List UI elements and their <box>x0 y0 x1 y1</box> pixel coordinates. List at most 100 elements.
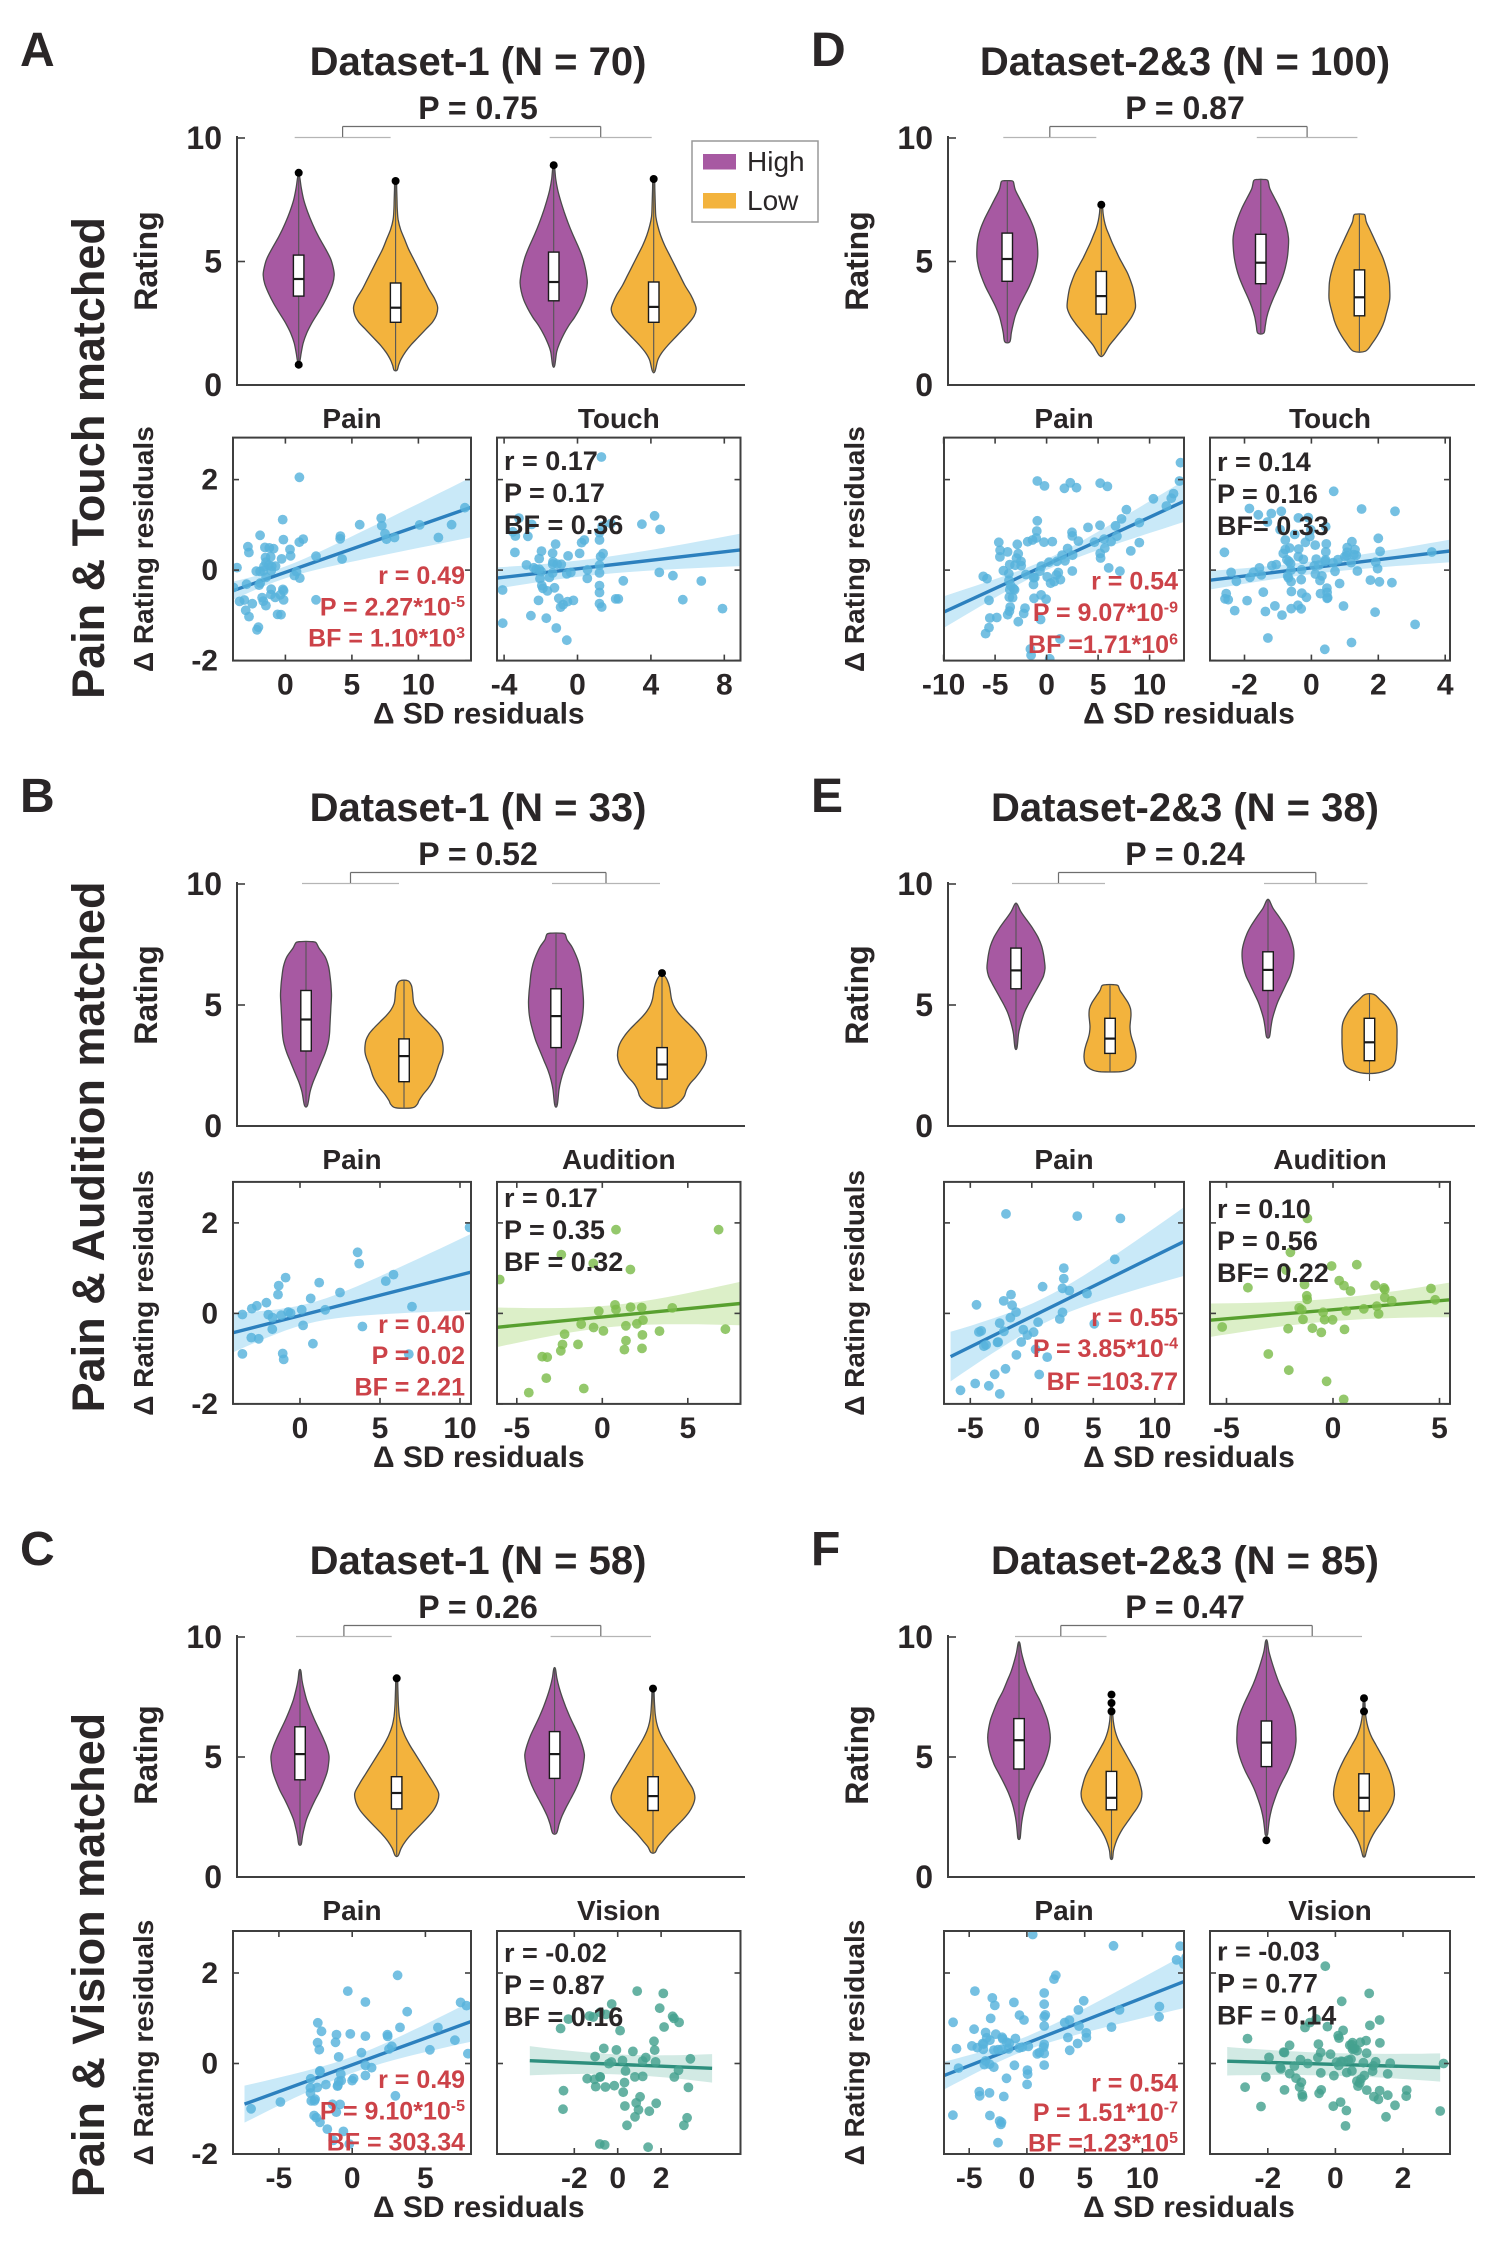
svg-text:BF = 0.14: BF = 0.14 <box>1217 2001 1336 2031</box>
svg-text:0: 0 <box>204 1108 222 1144</box>
svg-text:10: 10 <box>186 1619 222 1655</box>
svg-text:Pain: Pain <box>322 403 381 434</box>
svg-text:0: 0 <box>1019 2162 1036 2195</box>
svg-text:-2: -2 <box>1231 669 1258 702</box>
svg-text:5: 5 <box>915 1739 933 1775</box>
svg-text:2: 2 <box>201 1957 218 1990</box>
svg-text:Audition: Audition <box>562 1144 676 1175</box>
svg-text:Δ Rating residuals: Δ Rating residuals <box>839 426 870 672</box>
svg-text:BF= 0.33: BF= 0.33 <box>1217 511 1329 541</box>
svg-text:0: 0 <box>201 1297 218 1330</box>
svg-text:r = 0.55: r = 0.55 <box>1091 1304 1178 1332</box>
svg-text:8: 8 <box>716 669 733 702</box>
svg-text:Δ SD residuals: Δ SD residuals <box>373 2191 585 2224</box>
svg-text:BF =1.23*105: BF =1.23*105 <box>1028 2129 1178 2157</box>
svg-text:Rating: Rating <box>128 1705 164 1805</box>
svg-text:-4: -4 <box>491 669 518 702</box>
svg-text:Δ SD residuals: Δ SD residuals <box>1083 698 1295 731</box>
svg-text:5: 5 <box>417 2162 434 2195</box>
svg-text:0: 0 <box>1038 669 1055 702</box>
svg-text:Vision: Vision <box>577 1895 661 1926</box>
svg-text:Pain: Pain <box>322 1144 381 1175</box>
svg-text:r = 0.49: r = 0.49 <box>378 2066 465 2094</box>
svg-text:P = 0.35: P = 0.35 <box>504 1215 605 1245</box>
svg-text:r = 0.10: r = 0.10 <box>1217 1194 1311 1224</box>
svg-text:0: 0 <box>201 554 218 587</box>
svg-text:Δ Rating residuals: Δ Rating residuals <box>128 1170 159 1416</box>
svg-text:0: 0 <box>915 1108 933 1144</box>
svg-text:A: A <box>20 24 55 77</box>
svg-text:5: 5 <box>204 987 222 1023</box>
svg-text:5: 5 <box>204 1739 222 1775</box>
svg-text:Pain & Audition matched: Pain & Audition matched <box>63 882 114 1413</box>
svg-text:Pain & Touch matched: Pain & Touch matched <box>63 217 114 699</box>
svg-text:P = 0.47: P = 0.47 <box>1125 1589 1245 1625</box>
svg-text:BF =103.77: BF =103.77 <box>1047 1368 1178 1396</box>
svg-text:Pain: Pain <box>1034 1144 1093 1175</box>
svg-text:BF =1.71*106: BF =1.71*106 <box>1028 631 1178 659</box>
svg-text:Dataset-2&3 (N = 85): Dataset-2&3 (N = 85) <box>991 1539 1379 1583</box>
svg-text:Audition: Audition <box>1273 1144 1387 1175</box>
svg-text:0: 0 <box>292 1412 309 1445</box>
svg-text:BF = 303.34: BF = 303.34 <box>327 2129 465 2157</box>
svg-text:Δ Rating residuals: Δ Rating residuals <box>128 426 159 672</box>
svg-text:5: 5 <box>915 244 933 280</box>
svg-text:Rating: Rating <box>839 1705 875 1805</box>
svg-text:P = 2.27*10-5: P = 2.27*10-5 <box>320 593 465 621</box>
svg-text:BF = 0.32: BF = 0.32 <box>504 1247 623 1277</box>
svg-text:P = 0.17: P = 0.17 <box>504 478 605 508</box>
svg-text:5: 5 <box>1090 669 1107 702</box>
svg-text:10: 10 <box>402 669 435 702</box>
svg-text:Low: Low <box>747 185 799 216</box>
svg-text:0: 0 <box>344 2162 361 2195</box>
svg-text:P = 0.87: P = 0.87 <box>1125 90 1245 126</box>
svg-text:P = 1.51*10-7: P = 1.51*10-7 <box>1033 2099 1178 2127</box>
svg-text:P = 3.85*10-4: P = 3.85*10-4 <box>1033 1335 1178 1363</box>
svg-text:P = 0.16: P = 0.16 <box>1217 479 1318 509</box>
svg-text:0: 0 <box>594 1412 611 1445</box>
svg-text:Δ SD residuals: Δ SD residuals <box>1083 2191 1295 2224</box>
svg-text:0: 0 <box>1023 1412 1040 1445</box>
svg-text:10: 10 <box>443 1412 476 1445</box>
svg-text:Dataset-1 (N = 33): Dataset-1 (N = 33) <box>310 786 647 830</box>
svg-text:Pain: Pain <box>322 1895 381 1926</box>
svg-text:10: 10 <box>897 1619 933 1655</box>
svg-text:Pain & Vision matched: Pain & Vision matched <box>63 1713 114 2197</box>
svg-text:10: 10 <box>1133 669 1166 702</box>
svg-text:r = 0.49: r = 0.49 <box>378 562 465 590</box>
svg-text:P = 0.52: P = 0.52 <box>418 836 538 872</box>
svg-text:r = 0.17: r = 0.17 <box>504 1183 598 1213</box>
svg-text:r = -0.03: r = -0.03 <box>1217 1937 1320 1967</box>
svg-text:r = 0.14: r = 0.14 <box>1217 447 1311 477</box>
svg-text:P = 0.77: P = 0.77 <box>1217 1969 1318 1999</box>
svg-text:2: 2 <box>201 1207 218 1240</box>
svg-text:P = 0.02: P = 0.02 <box>372 1342 465 1370</box>
svg-text:Rating: Rating <box>128 945 164 1045</box>
svg-text:10: 10 <box>1126 2162 1159 2195</box>
svg-text:r = -0.02: r = -0.02 <box>504 1938 607 1968</box>
svg-text:Δ SD residuals: Δ SD residuals <box>373 698 585 731</box>
svg-text:P = 0.87: P = 0.87 <box>504 1970 605 2000</box>
svg-text:r = 0.40: r = 0.40 <box>378 1311 465 1339</box>
svg-text:-2: -2 <box>191 645 218 678</box>
svg-text:BF = 0.36: BF = 0.36 <box>504 510 623 540</box>
svg-text:E: E <box>811 770 843 823</box>
svg-text:Δ Rating residuals: Δ Rating residuals <box>128 1920 159 2166</box>
svg-text:F: F <box>811 1523 840 1576</box>
svg-text:-5: -5 <box>503 1412 530 1445</box>
svg-text:BF = 0.16: BF = 0.16 <box>504 2002 623 2032</box>
svg-text:-10: -10 <box>922 669 965 702</box>
svg-text:Rating: Rating <box>128 211 164 311</box>
svg-text:Dataset-1 (N = 58): Dataset-1 (N = 58) <box>310 1539 647 1583</box>
svg-text:-2: -2 <box>561 2162 588 2195</box>
svg-text:5: 5 <box>204 244 222 280</box>
svg-text:10: 10 <box>897 120 933 156</box>
svg-text:Δ SD residuals: Δ SD residuals <box>373 1441 585 1474</box>
svg-text:P = 9.10*10-5: P = 9.10*10-5 <box>320 2098 465 2126</box>
svg-text:5: 5 <box>1085 1412 1102 1445</box>
svg-text:Dataset-1 (N = 70): Dataset-1 (N = 70) <box>310 40 647 84</box>
svg-text:0: 0 <box>1325 1412 1342 1445</box>
svg-text:Rating: Rating <box>839 211 875 311</box>
svg-text:10: 10 <box>186 120 222 156</box>
svg-text:r = 0.17: r = 0.17 <box>504 446 598 476</box>
